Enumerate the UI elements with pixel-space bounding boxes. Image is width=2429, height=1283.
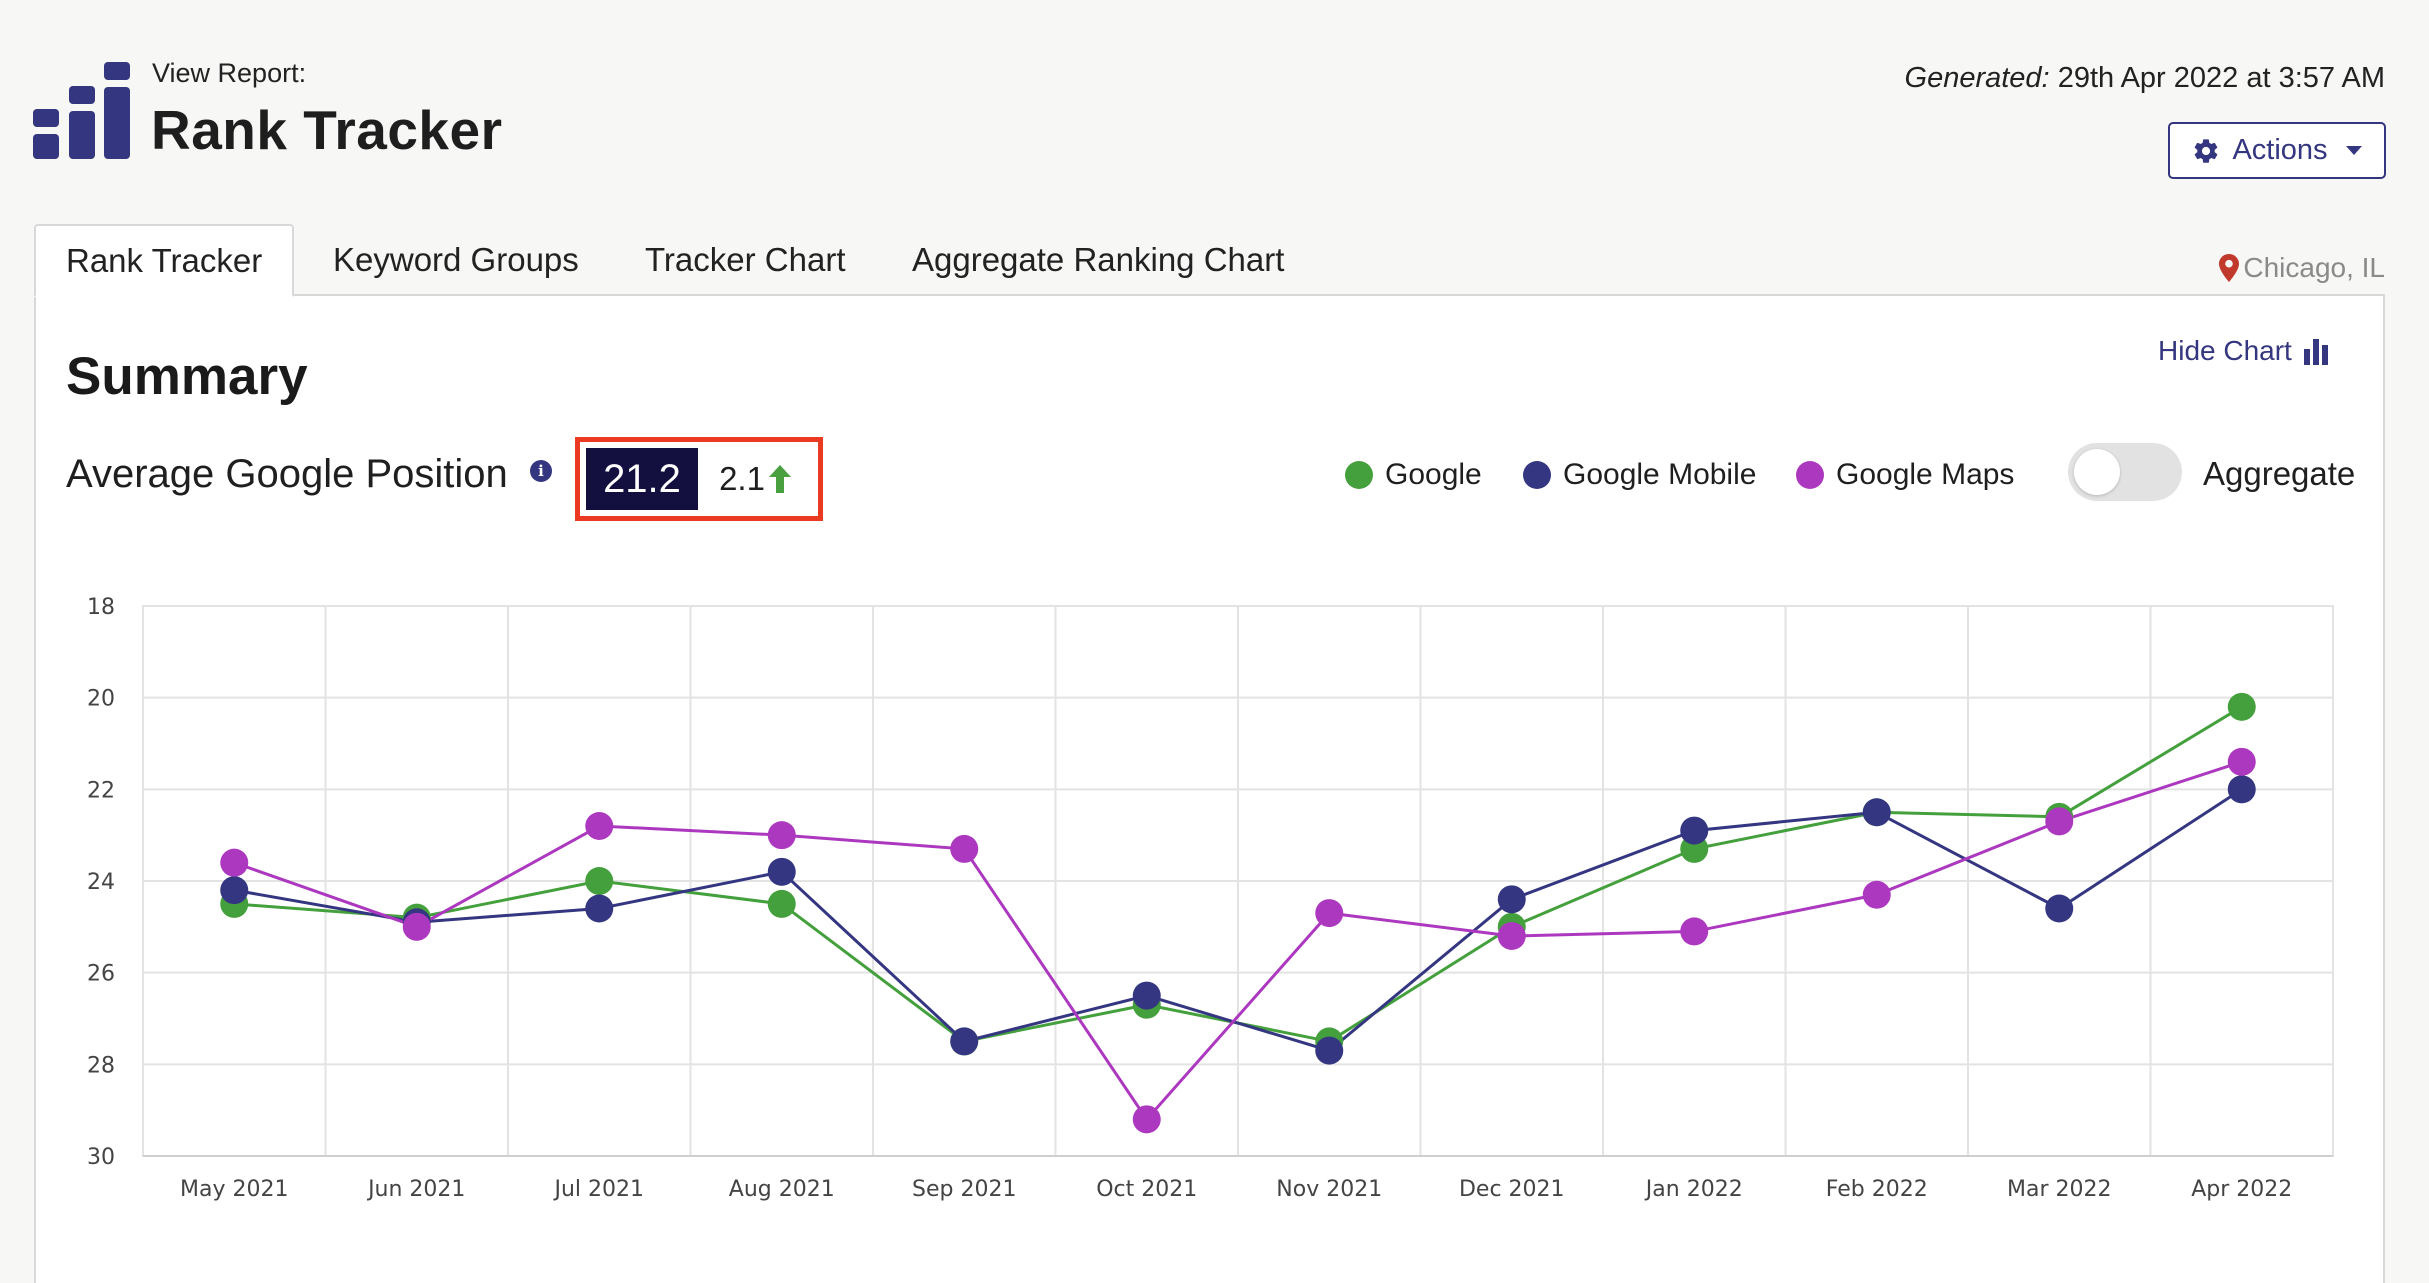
tab-tracker-chart[interactable]: Tracker Chart: [645, 240, 846, 278]
x-tick-label: Nov 2021: [1276, 1177, 1382, 1202]
data-point-series-1: [1315, 1036, 1344, 1065]
x-tick-label: Feb 2022: [1826, 1177, 1928, 1202]
x-tick-label: Mar 2022: [2007, 1177, 2112, 1202]
data-point-series-0: [2227, 692, 2256, 721]
x-tick-label: Jan 2022: [1644, 1177, 1743, 1202]
tab-aggregate-ranking-chart[interactable]: Aggregate Ranking Chart: [912, 240, 1285, 278]
data-point-series-1: [585, 894, 614, 923]
hide-chart-label: Hide Chart: [2158, 335, 2292, 366]
data-point-series-1: [1132, 981, 1161, 1010]
data-point-series-2: [950, 834, 979, 863]
x-tick-label: Jun 2021: [366, 1177, 465, 1202]
data-point-series-2: [2227, 747, 2256, 776]
y-tick-label: 30: [87, 1145, 115, 1170]
map-pin-icon: [2219, 254, 2240, 282]
tabs-divider: [34, 294, 2385, 296]
average-position-label: Average Google Position: [66, 452, 508, 496]
info-icon[interactable]: i: [530, 460, 552, 482]
legend-label: Google Maps: [1836, 458, 2015, 491]
data-point-series-2: [767, 821, 796, 850]
y-tick-label: 18: [87, 595, 115, 620]
position-change: 2.1: [698, 448, 812, 510]
data-point-series-0: [585, 867, 614, 895]
data-point-series-1: [950, 1027, 979, 1056]
x-tick-label: Dec 2021: [1459, 1177, 1565, 1202]
data-point-series-2: [585, 812, 614, 840]
caret-down-icon: [2345, 146, 2362, 155]
y-tick-label: 22: [87, 778, 115, 803]
y-tick-label: 28: [87, 1053, 115, 1078]
actions-button[interactable]: Actions: [2168, 122, 2386, 179]
x-tick-label: Jul 2021: [552, 1177, 644, 1202]
x-tick-label: May 2021: [180, 1177, 288, 1202]
view-report-label: View Report:: [152, 58, 307, 88]
aggregate-label: Aggregate: [2203, 455, 2356, 492]
legend-item-google[interactable]: Google: [1345, 458, 1482, 492]
toggle-knob: [2074, 449, 2120, 495]
page-title: Rank Tracker: [151, 99, 503, 161]
data-point-series-1: [2227, 775, 2256, 804]
data-point-series-2: [1497, 922, 1526, 950]
series-line-1: [233, 788, 2243, 1053]
generated-value: 29th Apr 2022 at 3:57 AM: [2057, 62, 2385, 94]
average-position-value: 21.2: [586, 448, 698, 510]
legend-dot: [1523, 461, 1551, 489]
summary-heading: Summary: [66, 347, 308, 406]
series-line-2: [233, 760, 2243, 1122]
gear-icon: [2195, 138, 2218, 163]
legend-label: Google: [1385, 458, 1482, 491]
legend-item-google-maps[interactable]: Google Maps: [1796, 458, 2014, 492]
legend-label: Google Mobile: [1563, 458, 1757, 491]
tab-keyword-groups[interactable]: Keyword Groups: [333, 240, 579, 278]
data-point-series-1: [1680, 816, 1709, 845]
aggregate-toggle[interactable]: [2068, 443, 2182, 501]
x-tick-label: Aug 2021: [729, 1177, 835, 1202]
legend-dot: [1345, 461, 1373, 489]
bar-chart-icon: [2303, 339, 2328, 365]
location-text: Chicago, IL: [2243, 252, 2385, 283]
actions-label: Actions: [2232, 134, 2328, 166]
y-tick-label: 24: [87, 870, 115, 895]
rank-line-chart: 18 20 22 24 26 28 30 May 2021 Jun 2021 Jul 2021 Au…: [87, 595, 2334, 1202]
data-point-series-1: [767, 857, 796, 886]
data-point-series-2: [402, 912, 431, 941]
data-point-series-1: [2045, 894, 2074, 923]
location-indicator: Chicago, IL: [2219, 252, 2385, 284]
data-point-series-2: [2045, 807, 2074, 836]
data-point-series-2: [1862, 880, 1891, 909]
data-point-series-2: [1132, 1105, 1161, 1134]
data-point-series-2: [1680, 917, 1709, 946]
y-tick-label: 20: [87, 687, 115, 712]
generated-label: Generated:: [1904, 62, 2050, 94]
hide-chart-button[interactable]: Hide Chart: [2158, 335, 2330, 367]
data-point-series-1: [1862, 798, 1891, 827]
y-tick-label: 26: [87, 962, 115, 987]
average-position-score: 21.2 2.1: [575, 437, 823, 521]
x-tick-label: Oct 2021: [1096, 1177, 1197, 1202]
tab-rank-tracker[interactable]: Rank Tracker: [34, 224, 295, 297]
generated-timestamp: Generated: 29th Apr 2022 at 3:57 AM: [1905, 62, 2385, 95]
x-tick-label: Sep 2021: [912, 1177, 1016, 1202]
data-point-series-1: [220, 876, 249, 905]
arrow-up-icon: [768, 465, 791, 493]
rank-tracker-logo-icon: [33, 62, 130, 159]
legend-dot: [1796, 461, 1824, 489]
data-point-series-2: [1315, 899, 1344, 928]
data-point-series-1: [1497, 885, 1526, 914]
position-change-value: 2.1: [719, 460, 765, 497]
data-point-series-2: [220, 848, 249, 877]
data-point-series-0: [767, 889, 796, 918]
legend-item-google-mobile[interactable]: Google Mobile: [1523, 458, 1756, 492]
x-tick-label: Apr 2022: [2191, 1177, 2292, 1202]
